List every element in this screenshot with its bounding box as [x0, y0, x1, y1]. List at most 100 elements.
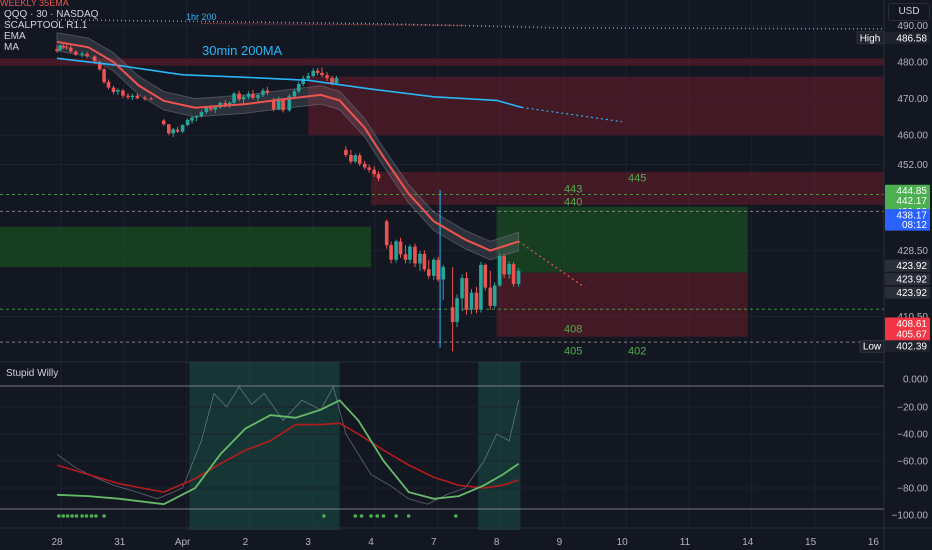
candle-body	[389, 245, 393, 260]
price-tag-label: 405.67	[896, 330, 927, 341]
candle-body	[426, 269, 431, 276]
price-tag-red	[885, 328, 930, 341]
candle-body	[344, 149, 348, 155]
candle-body	[441, 267, 446, 280]
candle-body	[353, 155, 358, 162]
candle-body	[69, 47, 73, 52]
oversold-dot	[359, 514, 364, 518]
candle-body	[121, 90, 125, 96]
candle-body	[384, 221, 389, 246]
candle-body	[251, 93, 255, 98]
resistance-zone	[308, 76, 884, 136]
candle-body	[357, 155, 362, 164]
time-axis-tick: 31	[114, 537, 126, 548]
candle-body	[455, 298, 459, 323]
oscillator-axis-tick: 0.000	[903, 375, 928, 386]
resistance-zone	[371, 171, 884, 205]
candle-body	[418, 253, 422, 264]
time-axis-tick: 8	[494, 537, 500, 548]
time-axis-tick: 16	[868, 537, 880, 548]
oversold-dot	[353, 514, 358, 518]
candle-body	[413, 246, 417, 264]
oversold-dot	[406, 514, 411, 518]
candle-body	[171, 129, 175, 134]
candle-body	[92, 56, 97, 62]
support-zone	[496, 206, 748, 273]
candle-body	[111, 87, 116, 92]
candle-body	[325, 75, 329, 79]
price-tag-red	[885, 317, 930, 330]
candle-body	[161, 120, 166, 125]
candle-body	[58, 45, 62, 51]
oscillator-raw-line	[56, 385, 519, 505]
price-tag-label: 423.92	[896, 275, 927, 286]
candle-body	[106, 81, 111, 88]
time-axis-tick: 3	[305, 537, 311, 548]
price-tag-high	[885, 31, 930, 44]
candle-body	[479, 264, 483, 310]
price-tag-low	[885, 340, 930, 353]
candle-body	[516, 270, 521, 284]
candle-body	[367, 167, 371, 170]
candle-body	[301, 78, 305, 84]
candle-body	[281, 98, 285, 111]
price-tag-label: 423.92	[896, 288, 927, 299]
price-tag-blue	[885, 218, 930, 231]
oscillator-fast-line	[56, 399, 520, 506]
price-axis-tick: 470.00	[897, 94, 928, 105]
oversold-dot	[375, 514, 380, 518]
oscillator-axis-tick: −100.00	[892, 511, 929, 522]
low-label-box	[859, 339, 885, 353]
candle-body	[330, 78, 334, 84]
candle-body	[497, 256, 502, 286]
candle-body	[436, 259, 440, 280]
candle-body	[102, 69, 106, 83]
candle-body	[204, 107, 209, 113]
candle-body	[143, 97, 147, 99]
oversold-dot	[102, 514, 106, 518]
candle-body	[194, 116, 199, 118]
oversold-dot	[74, 514, 79, 518]
price-tag-label: 08:12	[902, 220, 927, 231]
currency-button[interactable]: USD	[888, 3, 930, 21]
ema-projection	[518, 240, 585, 288]
time-axis-tick: 4	[368, 537, 374, 548]
oversold-dot	[381, 514, 386, 518]
time-axis-tick: 14	[742, 537, 754, 548]
candle-body	[334, 78, 339, 84]
candle-body	[97, 61, 102, 70]
oversold-dot	[84, 514, 89, 518]
ma-200-line	[56, 57, 522, 109]
indicator-ma[interactable]: MA	[4, 42, 19, 53]
price-tag-green	[885, 194, 930, 207]
oversold-dot	[57, 514, 61, 518]
candle-body	[74, 51, 78, 55]
candle-body	[296, 83, 301, 92]
indicator-scalptool[interactable]: SCALPTOOL R1.1	[4, 20, 88, 31]
one-hr-200-label: 1hr 200	[186, 12, 217, 22]
price-axis-tick: 452.00	[897, 160, 928, 171]
symbol-title[interactable]: QQQ · 30 · NASDAQ	[4, 9, 99, 20]
candle-body	[175, 129, 180, 132]
candle-body	[130, 95, 135, 98]
label-445: 445	[628, 173, 646, 185]
candle-body	[80, 53, 84, 55]
label-408: 408	[564, 324, 582, 336]
weekly-ema-label: WEEKLY 35EMA	[0, 0, 69, 8]
candle-body	[276, 98, 281, 110]
hourly-200-line	[201, 23, 466, 26]
candle-body	[349, 154, 353, 162]
ma-200-annotation: 30min 200MA	[202, 43, 283, 58]
high-label: High	[860, 33, 881, 44]
oversold-dot	[394, 514, 398, 518]
candle-body	[232, 93, 236, 103]
candle-body	[223, 102, 228, 106]
price-tag-label: 442.17	[896, 196, 927, 207]
indicator-ema[interactable]: EMA	[4, 31, 26, 42]
candle-body	[492, 285, 497, 306]
time-axis-tick: Apr	[175, 537, 191, 548]
candle-body	[469, 292, 474, 310]
oscillator-title[interactable]: Stupid Willy	[6, 368, 59, 379]
candle-body	[408, 246, 412, 260]
